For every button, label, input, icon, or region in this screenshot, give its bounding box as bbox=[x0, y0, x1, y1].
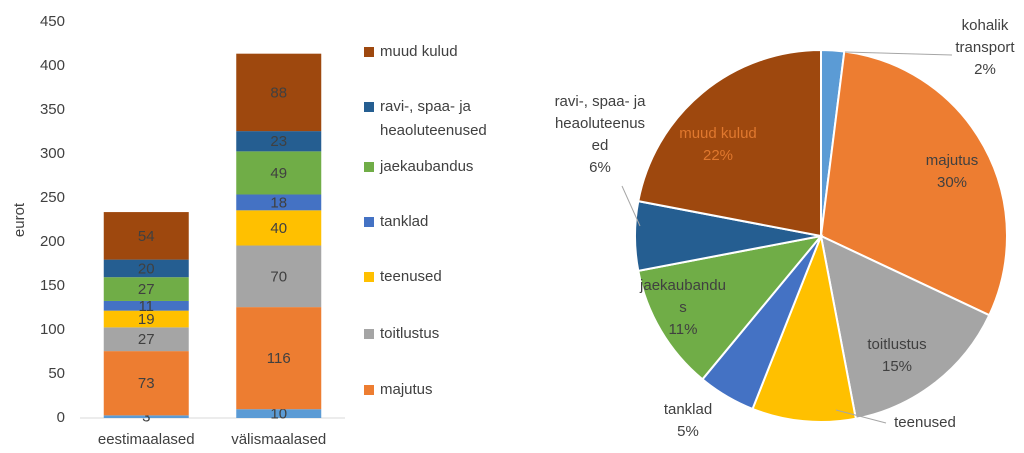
bar-segment bbox=[236, 194, 322, 211]
pie-slice bbox=[637, 48, 822, 238]
data-label: 116 bbox=[267, 350, 291, 367]
legend-swatch bbox=[364, 272, 374, 282]
x-tick-label: välismaalased bbox=[231, 431, 326, 448]
data-label: 19 bbox=[138, 311, 155, 328]
pie-slice bbox=[751, 232, 858, 423]
data-label: 27 bbox=[138, 331, 155, 348]
legend-swatch bbox=[364, 217, 374, 227]
bar-segment bbox=[236, 53, 322, 132]
pie-label: toitlustus 15% bbox=[852, 334, 942, 378]
leader-line bbox=[835, 409, 887, 424]
y-tick-label: 300 bbox=[40, 145, 65, 162]
pie-label: muud kulud 22% bbox=[673, 123, 763, 167]
bar-segment bbox=[236, 210, 322, 246]
pie-category: kohalik transport bbox=[955, 17, 1015, 56]
x-tick-label: eestimaalased bbox=[98, 431, 195, 448]
leader-line bbox=[844, 51, 953, 56]
bar-segment bbox=[236, 151, 322, 195]
leader-line bbox=[621, 185, 641, 227]
pie-category: ravi-, spaa- ja heaoluteenused bbox=[554, 93, 646, 154]
data-label: 20 bbox=[138, 260, 155, 277]
legend-label: toitlustus bbox=[380, 325, 440, 342]
pie-label: ravi-, spaa- ja heaoluteenused 6% bbox=[553, 91, 648, 179]
data-label: 3 bbox=[142, 409, 150, 426]
pie-value: 2% bbox=[974, 61, 996, 78]
data-label: 18 bbox=[270, 194, 287, 211]
legend-label: muud kulud bbox=[380, 43, 458, 60]
pie-slice bbox=[819, 50, 1008, 317]
pie-category: muud kulud bbox=[679, 125, 757, 142]
bar-segment bbox=[103, 259, 189, 278]
pie-value: 22% bbox=[702, 147, 734, 164]
bar-segment bbox=[103, 351, 189, 416]
bar-segment bbox=[236, 409, 322, 418]
pie-value: 15% bbox=[881, 358, 913, 375]
legend-label: majutus bbox=[380, 381, 433, 398]
y-tick-label: 100 bbox=[40, 321, 65, 338]
data-label: 54 bbox=[138, 228, 155, 245]
data-label: 49 bbox=[270, 165, 287, 182]
y-tick-label: 50 bbox=[48, 365, 65, 382]
y-tick-label: 350 bbox=[40, 101, 65, 118]
legend-swatch bbox=[364, 102, 374, 112]
y-tick-label: 150 bbox=[40, 277, 65, 294]
bar-segment bbox=[236, 245, 322, 308]
pie-category: teenused bbox=[894, 414, 956, 431]
pie-label: teenused bbox=[885, 412, 965, 434]
y-tick-label: 400 bbox=[40, 57, 65, 74]
bar-segment bbox=[103, 327, 189, 352]
pie-label: tanklad 5% bbox=[653, 399, 723, 443]
pie-value: 11% bbox=[668, 321, 698, 338]
pie-category: jaekaubandus bbox=[640, 277, 726, 316]
pie-label: jaekaubandus 11% bbox=[638, 275, 728, 341]
legend-label: jaekaubandus bbox=[380, 158, 474, 175]
pie-label: kohalik transport 2% bbox=[943, 15, 1024, 81]
data-label: 40 bbox=[270, 220, 287, 237]
bar-segment bbox=[103, 310, 189, 328]
legend-swatch bbox=[364, 329, 374, 339]
bar-segment bbox=[236, 307, 322, 410]
pie-slice bbox=[819, 234, 991, 420]
y-axis-label: eurot bbox=[11, 202, 28, 237]
pie-slice bbox=[637, 234, 824, 381]
data-label: 73 bbox=[138, 375, 155, 392]
bar-segment bbox=[236, 131, 322, 152]
data-label: 11 bbox=[138, 298, 154, 315]
pie-value: 5% bbox=[677, 423, 699, 440]
data-label: 27 bbox=[138, 281, 155, 298]
legend-swatch bbox=[364, 162, 374, 172]
pie-category: toitlustus bbox=[867, 336, 927, 353]
y-tick-label: 200 bbox=[40, 233, 65, 250]
bar-segment bbox=[103, 300, 189, 311]
pie-value: 30% bbox=[936, 174, 968, 191]
pie-label: majutus 30% bbox=[912, 150, 992, 194]
y-tick-label: 250 bbox=[40, 189, 65, 206]
y-tick-label: 0 bbox=[57, 409, 65, 426]
pie-category: tanklad bbox=[663, 401, 713, 418]
y-tick-label: 450 bbox=[40, 13, 65, 30]
legend-label: teenused bbox=[380, 268, 442, 285]
legend-swatch bbox=[364, 385, 374, 395]
pie-value: 6% bbox=[589, 159, 611, 176]
data-label: 10 bbox=[270, 406, 287, 423]
data-label: 70 bbox=[270, 268, 287, 285]
legend-swatch bbox=[364, 47, 374, 57]
bar-segment bbox=[103, 212, 189, 260]
bar-segment bbox=[103, 277, 189, 301]
data-label: 23 bbox=[270, 133, 287, 150]
legend-label: ravi-, spaa- ja heaoluteenused bbox=[380, 98, 487, 139]
data-label: 88 bbox=[270, 84, 287, 101]
pie-category: majutus bbox=[925, 152, 979, 169]
bar-segment bbox=[103, 415, 189, 418]
legend-label: tanklad bbox=[380, 213, 429, 230]
